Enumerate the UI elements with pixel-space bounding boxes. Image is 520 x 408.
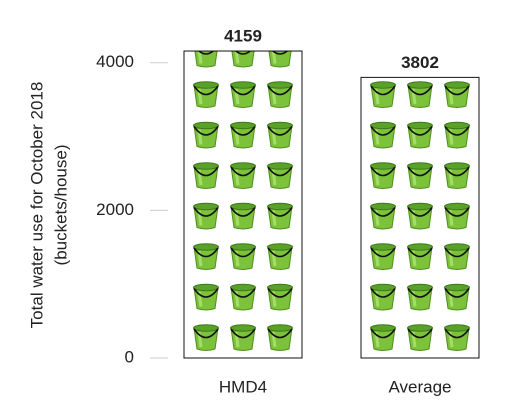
bucket-icon xyxy=(229,323,257,352)
bucket-icon xyxy=(369,80,397,109)
bucket-icon xyxy=(445,41,470,67)
bucket-icon xyxy=(443,201,471,231)
bucket-icon xyxy=(369,161,397,190)
y-axis-label: (buckets/house) xyxy=(51,145,70,266)
bucket-icon xyxy=(266,201,294,231)
bucket-icon xyxy=(443,80,471,109)
value-label: 3802 xyxy=(401,53,439,72)
bucket-icon xyxy=(443,282,471,312)
bucket-icon xyxy=(229,201,257,231)
bucket-icon xyxy=(266,323,294,352)
bar xyxy=(183,50,303,359)
bucket-icon xyxy=(266,242,294,271)
bucket-icon xyxy=(229,120,257,150)
bucket-icon xyxy=(445,1,470,27)
bucket-icon xyxy=(192,201,220,231)
x-tick-label: HMD4 xyxy=(219,377,267,396)
bucket-icon xyxy=(443,242,471,271)
x-tick-label: Average xyxy=(388,377,451,396)
y-tick-label: 4000 xyxy=(96,52,134,71)
bucket-icon xyxy=(266,120,294,150)
bucket-icon xyxy=(406,323,434,352)
bucket-icon xyxy=(192,120,220,150)
bucket-icon xyxy=(192,51,220,69)
value-label: 4159 xyxy=(224,27,262,46)
bucket-icon xyxy=(406,120,434,150)
bucket-icon xyxy=(266,80,294,109)
bucket-icon xyxy=(229,282,257,312)
bucket-icon xyxy=(192,80,220,109)
bucket-icon xyxy=(406,80,434,109)
y-axis-label: Total water use for October 2018 xyxy=(27,82,46,329)
bucket-icon xyxy=(369,242,397,271)
bucket-icon xyxy=(268,1,293,27)
bucket-icon xyxy=(192,242,220,271)
bucket-icon xyxy=(229,80,257,109)
bucket-icon xyxy=(369,323,397,352)
bucket-icon xyxy=(406,242,434,271)
bucket-icon xyxy=(406,201,434,231)
bucket-icon xyxy=(369,282,397,312)
bucket-icon xyxy=(266,282,294,312)
bucket-fill xyxy=(192,1,294,352)
bucket-icon xyxy=(194,1,219,27)
bucket-icon xyxy=(192,323,220,352)
bucket-icon xyxy=(231,1,256,27)
bucket-icon xyxy=(406,282,434,312)
bucket-icon xyxy=(371,41,396,67)
bucket-icon xyxy=(266,51,294,69)
bucket-icon xyxy=(371,1,396,27)
bucket-icon xyxy=(369,201,397,231)
bucket-icon xyxy=(229,161,257,190)
bucket-icon xyxy=(192,282,220,312)
bucket-icon xyxy=(406,161,434,190)
bucket-icon xyxy=(369,120,397,150)
y-tick-label: 2000 xyxy=(96,200,134,219)
bucket-icon xyxy=(229,242,257,271)
bucket-icon xyxy=(443,323,471,352)
bucket-icon xyxy=(192,161,220,190)
bucket-icon xyxy=(408,1,433,27)
bar xyxy=(360,76,480,359)
bucket-icon xyxy=(266,161,294,190)
bucket-icon xyxy=(443,161,471,190)
y-tick-label: 0 xyxy=(125,347,134,366)
bucket-icon xyxy=(443,120,471,150)
